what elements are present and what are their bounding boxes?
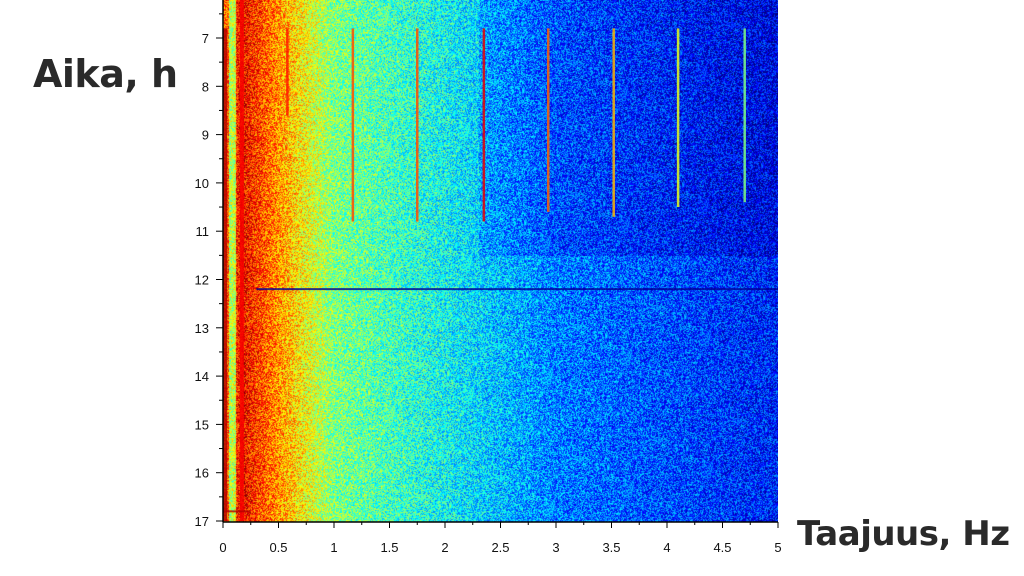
y-tick-label: 8 [202, 79, 209, 94]
y-tick-label: 14 [195, 369, 209, 384]
y-tick-label: 11 [196, 224, 210, 239]
x-tick-label: 2 [441, 540, 448, 555]
x-tick-label: 4.5 [713, 540, 731, 555]
x-tick-label: 2.5 [491, 540, 509, 555]
y-tick-label: 12 [195, 273, 209, 288]
y-tick-label: 7 [202, 31, 209, 46]
x-tick-label: 5 [774, 540, 781, 555]
x-tick-label: 3.5 [602, 540, 620, 555]
y-tick-label: 13 [195, 321, 209, 336]
spectrogram-heatmap [223, 0, 778, 522]
x-tick-label: 3 [552, 540, 559, 555]
x-tick-label: 0 [219, 540, 226, 555]
y-tick-label: 15 [195, 417, 209, 432]
y-tick-label: 9 [202, 128, 209, 143]
x-tick-label: 4 [663, 540, 670, 555]
x-tick-label: 0.5 [269, 540, 287, 555]
x-tick-label: 1 [330, 540, 337, 555]
y-tick-label: 17 [195, 514, 209, 529]
x-tick-label: 1.5 [380, 540, 398, 555]
y-tick-label: 16 [195, 466, 209, 481]
y-axis-label: Aika, h [33, 52, 178, 96]
y-tick-label: 10 [195, 176, 209, 191]
x-axis-label: Taajuus, Hz [797, 514, 1010, 554]
